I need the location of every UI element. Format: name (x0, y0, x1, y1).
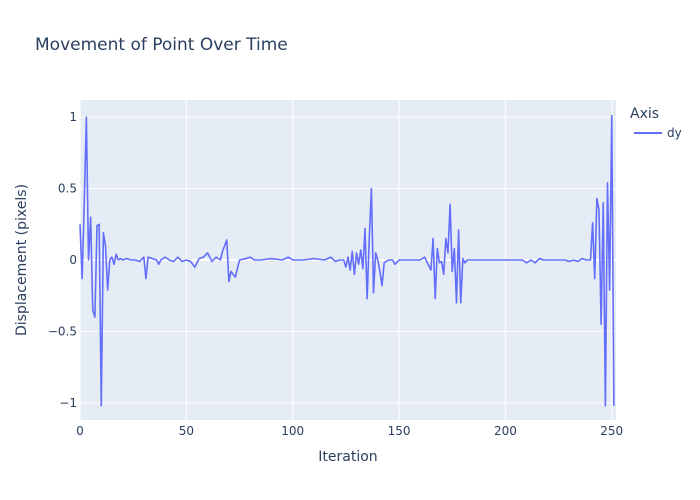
y-tick-label: 1 (69, 110, 77, 124)
x-axis-ticks: 0 50 100 150 200 250 (76, 424, 623, 438)
x-tick-label: 0 (76, 424, 84, 438)
legend-title: Axis (630, 106, 659, 122)
x-tick-label: 150 (388, 424, 411, 438)
x-tick-label: 250 (600, 424, 623, 438)
x-tick-label: 200 (494, 424, 517, 438)
y-axis-label: Displacement (pixels) (14, 184, 30, 336)
chart-title: Movement of Point Over Time (35, 35, 288, 55)
legend: Axis dy (630, 106, 682, 140)
x-tick-label: 100 (281, 424, 304, 438)
y-tick-label: −1 (59, 396, 77, 410)
y-tick-label: 0 (69, 253, 77, 267)
y-tick-label: 0.5 (58, 182, 77, 196)
x-tick-label: 50 (179, 424, 194, 438)
y-axis-ticks: −1 −0.5 0 0.5 1 (48, 110, 77, 410)
x-axis-label: Iteration (318, 449, 377, 465)
y-tick-label: −0.5 (48, 324, 77, 338)
series-line-dy (79, 114, 615, 407)
series-layer (79, 114, 615, 407)
legend-entry-dy: dy (667, 126, 682, 140)
